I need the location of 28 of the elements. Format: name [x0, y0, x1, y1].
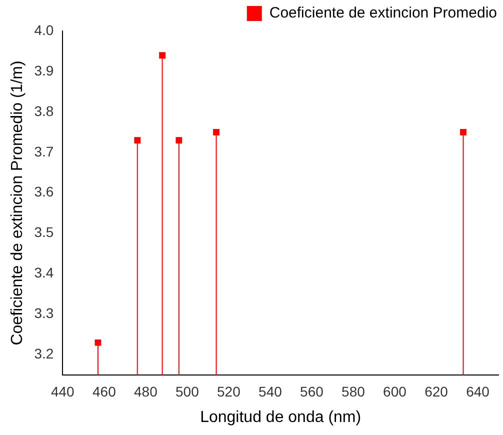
y-tick-label: 3.4 — [34, 264, 54, 281]
x-tick-label: 560 — [300, 383, 324, 400]
y-tick-label: 4.0 — [34, 22, 54, 38]
point — [213, 128, 220, 136]
x-tick-label: 460 — [92, 383, 116, 400]
y-tick-label: 3.2 — [34, 346, 54, 362]
x-tick-label: 480 — [134, 383, 158, 400]
legend-label: Coeficiente de extincion Promedio — [269, 4, 498, 22]
x-tick-label: 500 — [176, 383, 200, 400]
y-tick-label: 3.7 — [34, 143, 54, 160]
y-axis-title: Coeficiente de extincion Promedio (1/m) — [9, 60, 26, 346]
y-tick-label: 3.8 — [34, 102, 54, 119]
y-tick-label: 3.6 — [34, 184, 54, 200]
point — [176, 137, 182, 144]
x-tick-label: 440 — [50, 383, 75, 400]
x-tick-label: 620 — [424, 383, 448, 400]
x-tick-label: 520 — [217, 383, 241, 400]
x-axis-title: Longitud de onda (nm) — [200, 408, 362, 426]
x-tick-label: 580 — [342, 383, 366, 400]
x-tick-label: 640 — [466, 383, 490, 400]
x-tick-label: 540 — [258, 383, 282, 400]
y-tick-label: 3.9 — [34, 62, 54, 78]
x-tick-label: 600 — [383, 383, 407, 400]
y-tick-label: 3.5 — [34, 224, 54, 240]
point — [159, 52, 166, 58]
y-tick-label: 3.3 — [34, 305, 54, 322]
point — [460, 128, 466, 136]
point — [134, 137, 141, 144]
